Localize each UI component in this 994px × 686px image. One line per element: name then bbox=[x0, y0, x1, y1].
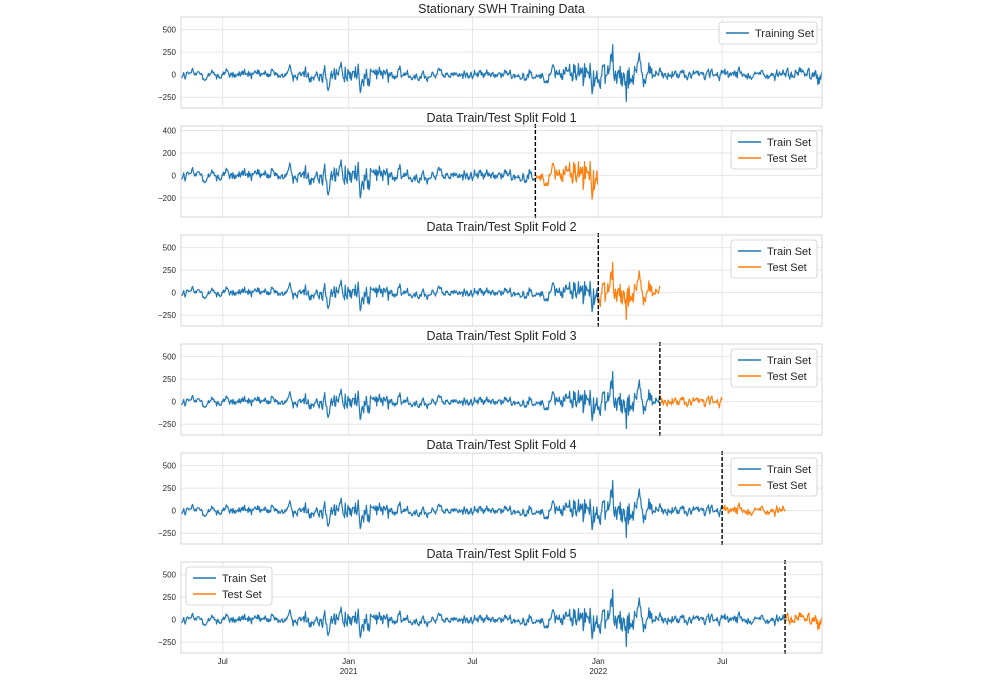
y-tick-label: 0 bbox=[172, 398, 177, 407]
y-tick-label: 500 bbox=[163, 462, 177, 471]
x-tick-label: Jul bbox=[467, 657, 477, 666]
y-tick-label: 200 bbox=[163, 149, 177, 158]
panel-title: Data Train/Test Split Fold 1 bbox=[426, 111, 576, 125]
plot-area bbox=[181, 344, 822, 435]
y-tick-label: 500 bbox=[163, 26, 177, 35]
legend: Train Set Test Set bbox=[730, 239, 818, 279]
legend-box bbox=[718, 21, 818, 45]
y-tick-label: −250 bbox=[158, 420, 177, 429]
legend-label: Train Set bbox=[767, 355, 811, 367]
panel-1: −250 0 250 500 Stationary SWH Training Data T… bbox=[158, 2, 823, 109]
y-tick-label: −250 bbox=[158, 311, 177, 320]
legend: Training Set bbox=[718, 21, 818, 45]
legend-box bbox=[730, 348, 818, 388]
x-tick-label: Jan bbox=[592, 657, 605, 666]
y-tick-label: −200 bbox=[158, 194, 177, 203]
train-series-line bbox=[180, 371, 661, 430]
x-tick-year-label: 2022 bbox=[589, 667, 607, 676]
test-series-line bbox=[534, 160, 599, 200]
legend-label: Test Set bbox=[767, 480, 807, 492]
plot-frame bbox=[180, 234, 823, 327]
test-series-line bbox=[659, 394, 723, 409]
y-tick-label: −250 bbox=[158, 529, 177, 538]
legend-box bbox=[185, 566, 273, 606]
panel-4: −250 0 250 500 Data Train/Test Split Fold 3 T… bbox=[158, 329, 823, 437]
train-series-line bbox=[180, 279, 599, 313]
y-tick-label: 400 bbox=[163, 126, 177, 135]
legend: Train Set Test Set bbox=[730, 130, 818, 170]
panel-5: −250 0 250 500 Data Train/Test Split Fold 4 T… bbox=[158, 438, 823, 546]
x-tick-label: Jul bbox=[717, 657, 727, 666]
y-tick-label: 250 bbox=[163, 48, 177, 57]
plot-area bbox=[181, 562, 822, 653]
y-tick-label: −250 bbox=[158, 638, 177, 647]
y-tick-label: 250 bbox=[163, 593, 177, 602]
train-series-line bbox=[180, 159, 536, 199]
test-series-line bbox=[784, 612, 823, 631]
panel-2: −200 0 200 400 Data Train/Test Split Fold 1 T… bbox=[158, 111, 823, 219]
x-tick-label: Jan bbox=[342, 657, 355, 666]
panel-6: −250 0 250 500 Data Train/Test Split Fold 5 T… bbox=[158, 547, 823, 676]
legend-label: Train Set bbox=[222, 573, 266, 585]
legend-box bbox=[730, 457, 818, 497]
x-tick-label: Jul bbox=[218, 657, 228, 666]
legend-label: Test Set bbox=[767, 262, 807, 274]
legend: Train Set Test Set bbox=[185, 566, 273, 606]
x-tick-year-label: 2021 bbox=[340, 667, 358, 676]
plot-area bbox=[181, 235, 822, 326]
y-tick-label: 0 bbox=[172, 289, 177, 298]
y-tick-label: 250 bbox=[163, 484, 177, 493]
panel-3: −250 0 250 500 Data Train/Test Split Fold 2 T… bbox=[158, 220, 823, 328]
legend-label: Test Set bbox=[767, 153, 807, 165]
legend-box bbox=[730, 239, 818, 279]
legend-label: Train Set bbox=[767, 246, 811, 258]
panel-title: Data Train/Test Split Fold 5 bbox=[426, 547, 576, 561]
plot-area bbox=[181, 453, 822, 544]
test-series-line bbox=[721, 502, 786, 518]
plot-frame bbox=[180, 125, 823, 218]
train-series-line bbox=[180, 589, 786, 648]
y-tick-label: 0 bbox=[172, 507, 177, 516]
panel-title: Data Train/Test Split Fold 3 bbox=[426, 329, 576, 343]
plot-area bbox=[181, 126, 822, 217]
y-tick-label: −250 bbox=[158, 93, 177, 102]
legend: Train Set Test Set bbox=[730, 348, 818, 388]
y-tick-label: 0 bbox=[172, 616, 177, 625]
y-tick-label: 0 bbox=[172, 171, 177, 180]
legend-label: Test Set bbox=[222, 589, 262, 601]
legend: Train Set Test Set bbox=[730, 457, 818, 497]
y-tick-label: 500 bbox=[163, 244, 177, 253]
plot-frame bbox=[180, 452, 823, 545]
legend-box bbox=[730, 130, 818, 170]
legend-label: Train Set bbox=[767, 464, 811, 476]
legend-label: Train Set bbox=[767, 137, 811, 149]
legend-label: Test Set bbox=[767, 371, 807, 383]
panel-title: Data Train/Test Split Fold 4 bbox=[426, 438, 576, 452]
y-tick-label: 0 bbox=[172, 71, 177, 80]
plot-area bbox=[181, 17, 822, 108]
train-series-line bbox=[180, 44, 823, 103]
plot-frame bbox=[180, 343, 823, 436]
train-series-line bbox=[180, 480, 723, 539]
plot-frame bbox=[180, 561, 823, 654]
panel-title: Data Train/Test Split Fold 2 bbox=[426, 220, 576, 234]
y-tick-label: 250 bbox=[163, 375, 177, 384]
y-tick-label: 250 bbox=[163, 266, 177, 275]
test-series-line bbox=[597, 262, 661, 321]
y-tick-label: 500 bbox=[163, 571, 177, 580]
plot-frame bbox=[180, 16, 823, 109]
y-tick-label: 500 bbox=[163, 353, 177, 362]
legend-label: Training Set bbox=[755, 28, 814, 40]
panel-title: Stationary SWH Training Data bbox=[418, 2, 585, 16]
